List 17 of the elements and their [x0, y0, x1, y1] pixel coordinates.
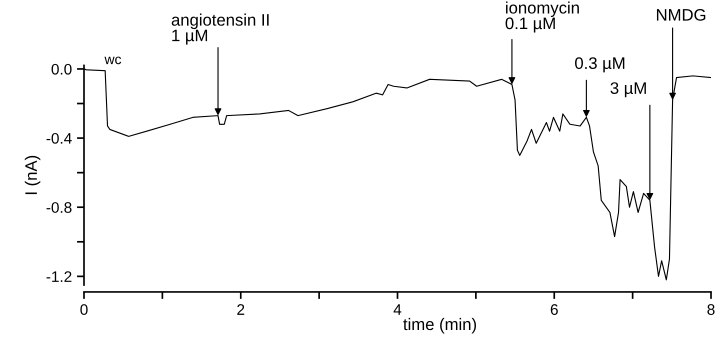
x-tick-label: 2	[237, 304, 244, 315]
annotation: NMDG	[656, 8, 706, 21]
y-tick-label: 0.0	[52, 64, 72, 75]
x-axis-title: time (min)	[403, 318, 476, 334]
x-tick-label: 6	[550, 304, 558, 315]
annotation: angiotensin II 1 µM	[172, 14, 269, 45]
x-tick-label: 4	[394, 304, 402, 315]
y-tick-label: -0.8	[46, 202, 72, 213]
annotation: 3 µM	[610, 82, 646, 98]
y-tick-label: -0.4	[46, 132, 72, 144]
y-tick-label: -1.2	[46, 271, 72, 282]
x-tick-label: 0	[80, 304, 88, 315]
x-tick-label: 8	[707, 304, 715, 315]
y-axis-title: I (nA)	[24, 156, 40, 194]
annotation: 0.3 µM	[575, 57, 624, 72]
annotation: ionomycin 0.1 µM	[506, 1, 579, 33]
annotation: wc	[104, 56, 122, 64]
